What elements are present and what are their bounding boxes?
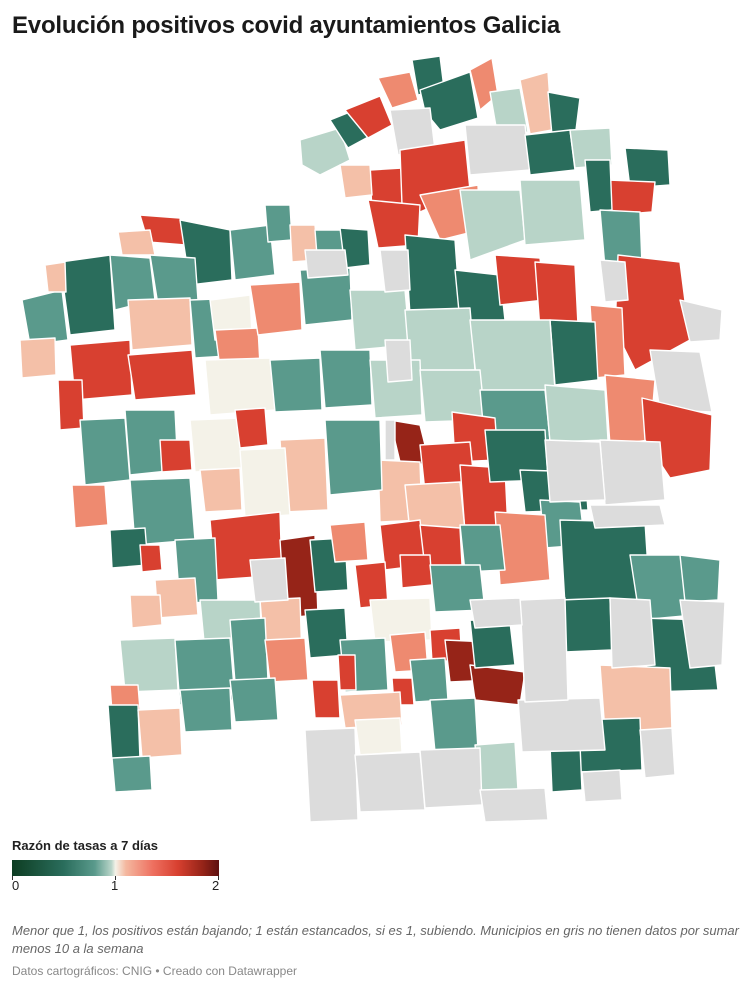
- municipality: [679, 554, 721, 603]
- municipality: [569, 127, 613, 169]
- municipality: [419, 747, 483, 809]
- municipality: [199, 467, 243, 513]
- municipality: [44, 261, 67, 293]
- municipality: [584, 159, 613, 213]
- legend-mid-label: 1: [111, 878, 119, 893]
- municipality: [459, 524, 506, 573]
- municipality: [544, 439, 606, 503]
- municipality: [337, 654, 357, 691]
- legend-tick-max: [218, 876, 219, 880]
- legend-title: Razón de tasas a 7 días: [12, 838, 158, 853]
- municipality: [319, 349, 373, 409]
- chart-source: Datos cartográficos: CNIG • Creado con D…: [12, 964, 297, 978]
- municipality: [204, 357, 276, 416]
- municipality: [229, 617, 269, 683]
- municipality: [159, 439, 193, 473]
- municipality: [679, 299, 723, 343]
- municipality: [249, 281, 303, 336]
- municipality: [111, 755, 153, 793]
- municipality: [329, 521, 369, 563]
- municipality: [469, 319, 556, 396]
- municipality: [229, 224, 276, 281]
- municipality: [21, 289, 69, 346]
- municipality: [519, 179, 586, 246]
- legend-gradient-bar: [12, 860, 219, 876]
- municipality: [304, 727, 359, 823]
- municipality: [129, 594, 163, 629]
- municipality: [479, 787, 549, 823]
- municipality: [524, 129, 576, 176]
- municipality: [599, 439, 666, 506]
- municipality: [384, 419, 396, 461]
- municipality: [469, 664, 526, 706]
- municipality: [599, 259, 629, 303]
- galicia-municipalities-map: [19, 55, 726, 823]
- municipality: [71, 484, 109, 529]
- municipality: [649, 349, 713, 413]
- municipality: [609, 597, 656, 669]
- municipality: [127, 349, 197, 401]
- chart-title: Evolución positivos covid ayuntamientos …: [12, 12, 561, 39]
- municipality: [679, 599, 726, 669]
- municipality: [549, 319, 599, 386]
- municipality: [517, 697, 606, 753]
- municipality: [304, 249, 349, 279]
- municipality: [299, 127, 351, 176]
- municipality: [264, 204, 293, 243]
- municipality: [249, 557, 289, 603]
- municipality: [354, 717, 403, 756]
- municipality: [149, 254, 199, 306]
- municipality: [559, 597, 613, 653]
- municipality: [179, 687, 233, 733]
- municipality: [379, 249, 411, 293]
- municipality: [469, 597, 523, 629]
- municipality: [107, 704, 141, 763]
- legend-min-label: 0: [12, 878, 20, 893]
- municipality: [459, 189, 526, 261]
- chart-note: Menor que 1, los positivos están bajando…: [12, 923, 739, 956]
- municipality: [119, 637, 179, 693]
- municipality: [79, 417, 131, 486]
- municipality: [589, 504, 666, 529]
- municipality: [409, 657, 449, 703]
- municipality: [269, 357, 323, 413]
- municipality: [549, 744, 583, 793]
- municipality: [607, 179, 656, 216]
- municipality: [404, 234, 461, 316]
- legend-tick-mid: [115, 876, 116, 880]
- municipality: [377, 71, 419, 109]
- municipality: [429, 697, 479, 753]
- municipality: [544, 384, 609, 443]
- municipality: [384, 339, 413, 383]
- municipality: [19, 337, 57, 379]
- municipality-regions: [19, 55, 726, 823]
- municipality: [139, 544, 163, 573]
- municipality: [324, 419, 383, 496]
- color-legend: Razón de tasas a 7 días 0 1 2: [12, 838, 232, 893]
- municipality: [624, 147, 671, 189]
- municipality: [59, 254, 116, 336]
- municipality: [339, 164, 373, 199]
- municipality: [229, 677, 279, 723]
- municipality: [519, 597, 569, 703]
- legend-tick-min: [12, 876, 13, 880]
- municipality: [639, 727, 676, 779]
- municipality: [311, 679, 341, 719]
- municipality: [264, 637, 309, 683]
- municipality: [399, 554, 433, 589]
- municipality: [127, 297, 193, 351]
- municipality: [581, 769, 623, 803]
- municipality: [464, 124, 531, 176]
- municipality: [239, 447, 291, 519]
- municipality: [234, 407, 269, 449]
- municipality: [354, 751, 426, 813]
- municipality: [117, 229, 156, 256]
- municipality: [137, 707, 183, 759]
- legend-max-label: 2: [212, 878, 220, 893]
